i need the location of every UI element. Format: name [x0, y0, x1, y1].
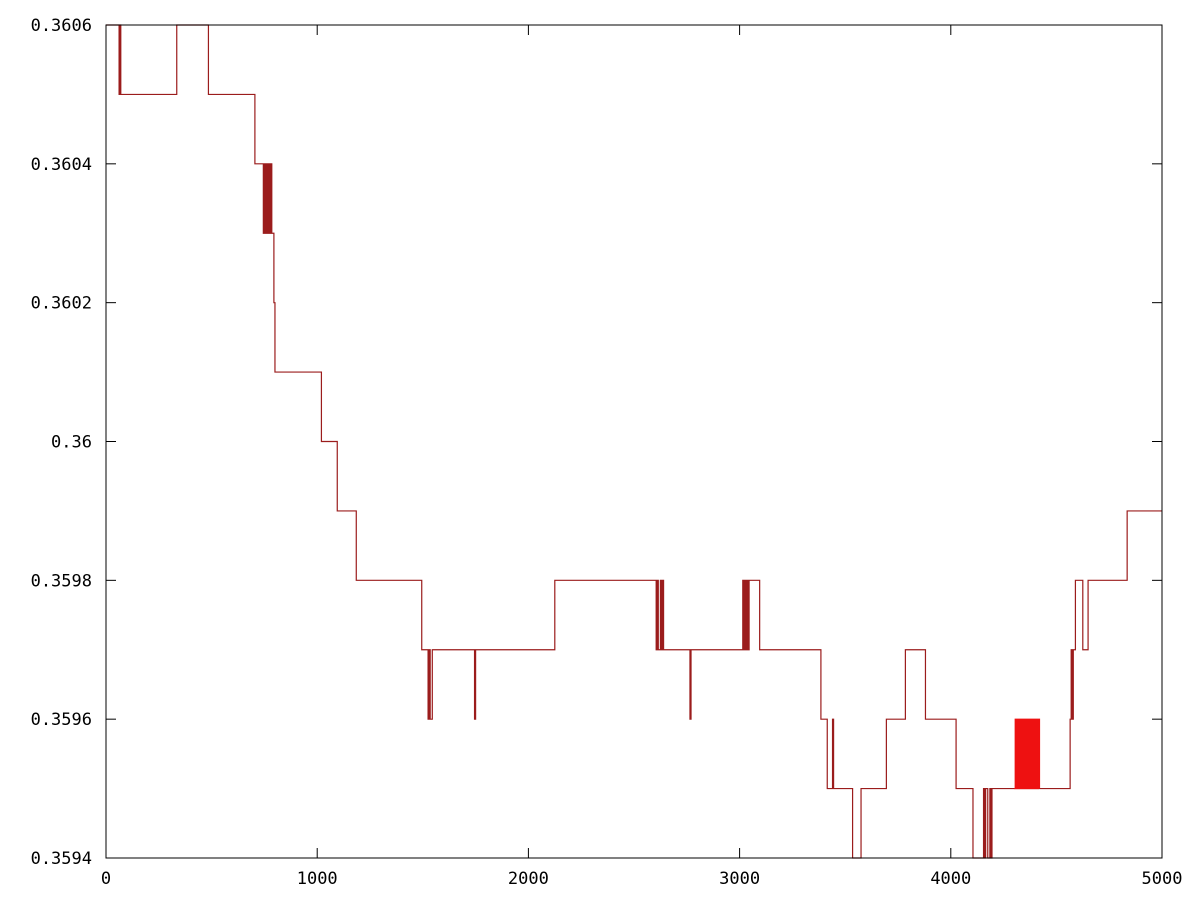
y-tick-label: 0.3606 [31, 16, 92, 36]
y-tick-label: 0.36 [51, 433, 92, 453]
x-tick-label: 0 [101, 869, 111, 889]
y-tick-label: 0.3604 [31, 155, 92, 175]
y-tick-label: 0.3594 [31, 849, 92, 869]
x-tick-label: 3000 [719, 869, 760, 889]
x-tick-label: 1000 [297, 869, 338, 889]
plot-frame [105, 24, 1163, 859]
x-tick-label: 5000 [1142, 869, 1183, 889]
x-tick-label: 2000 [508, 869, 549, 889]
x-tick-label: 4000 [930, 869, 971, 889]
series-line-1 [106, 24, 1162, 859]
y-tick-label: 0.3596 [31, 710, 92, 730]
y-axis: 0.3594 0.3596 0.3598 0.36 0.3602 0.3604 0.3606 [31, 16, 1162, 869]
y-tick-label: 0.3602 [31, 294, 92, 314]
series-layer [106, 24, 1162, 859]
series-line-2 [1014, 718, 1041, 790]
y-tick-label: 0.3598 [31, 571, 92, 591]
x-axis: 0 1000 2000 3000 4000 5000 [101, 25, 1183, 889]
